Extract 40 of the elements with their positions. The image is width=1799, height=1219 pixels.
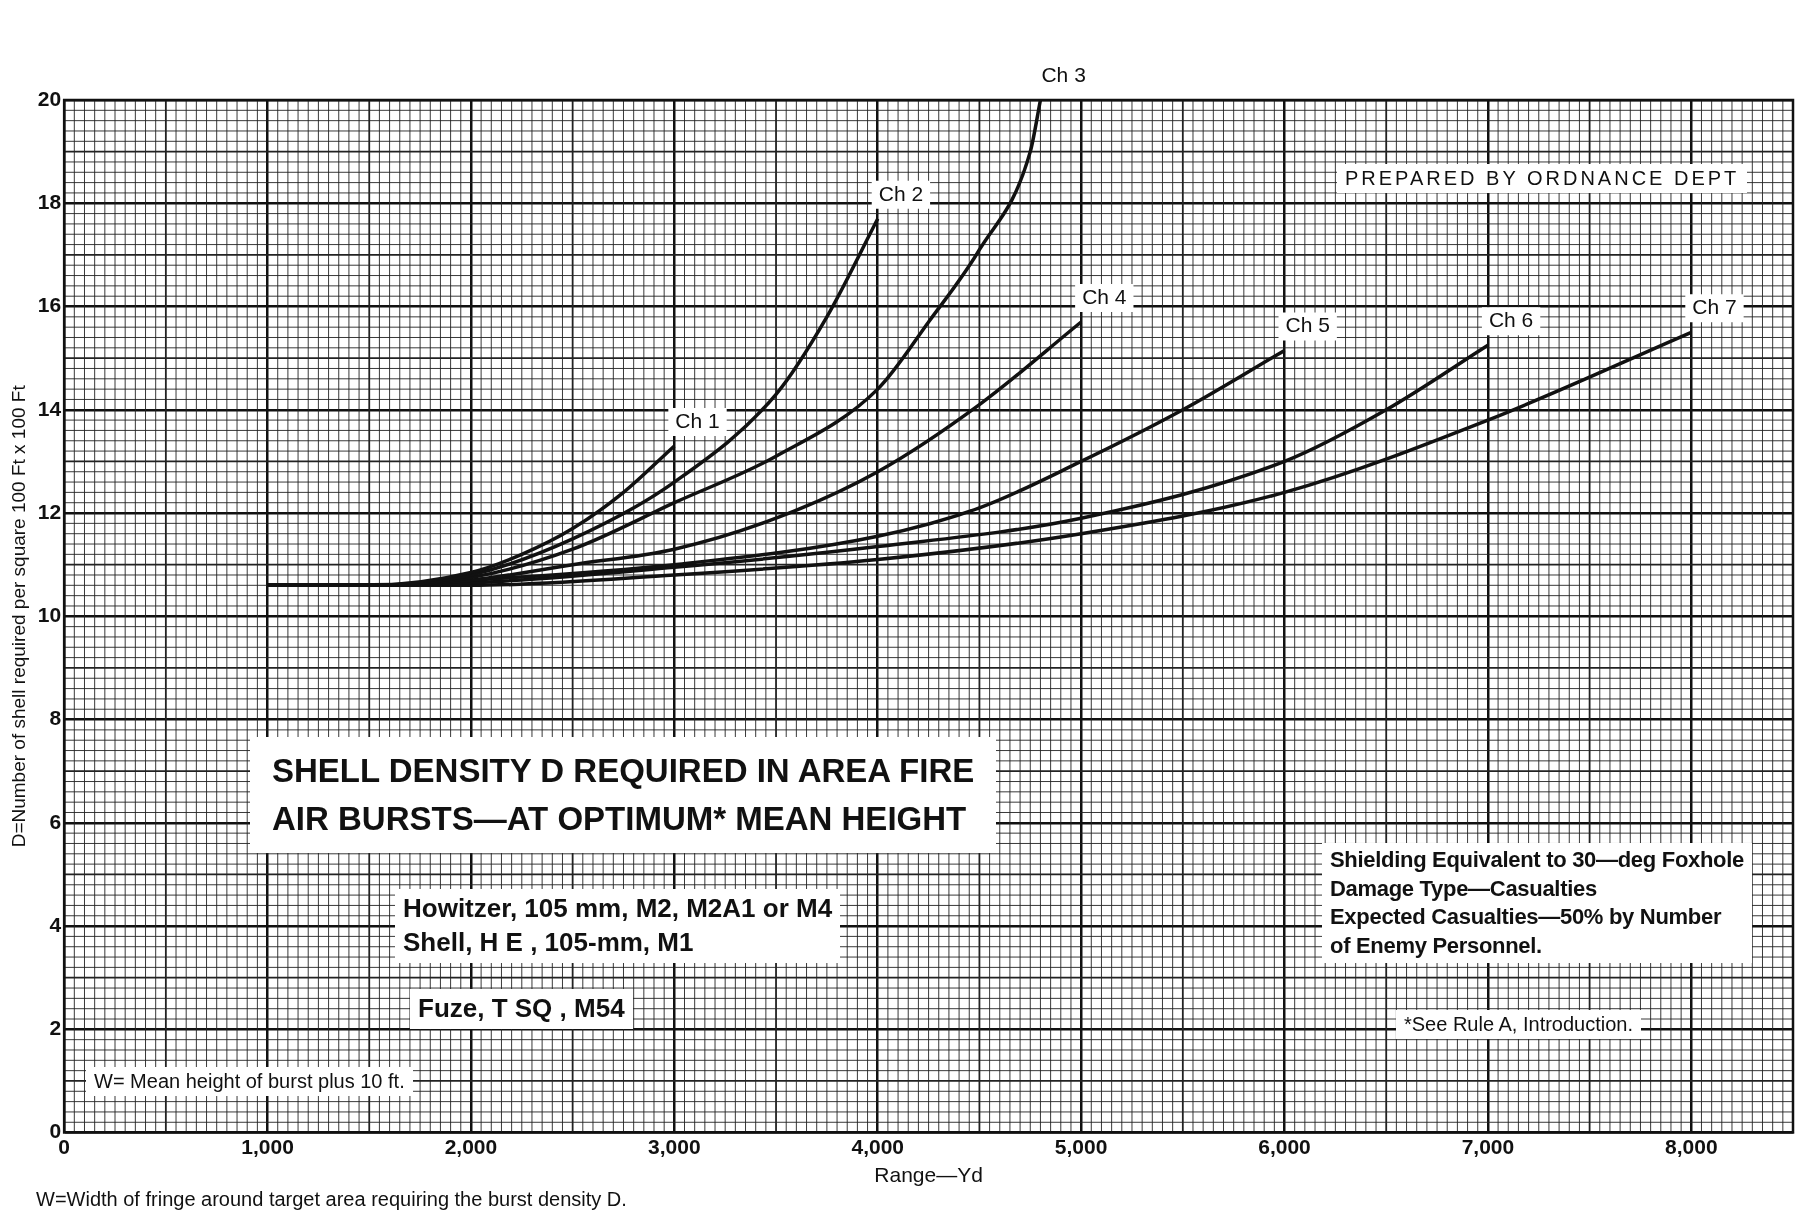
series-label: Ch 3 [1041, 62, 1086, 86]
y-tick-label: 20 [37, 86, 62, 110]
text: SHELL DENSITY D REQUIRED IN AREA FIRE [272, 751, 975, 791]
x-tick-label: 3,000 [648, 1135, 701, 1158]
annotation: PREPARED BY ORDNANCE DEPT [1345, 167, 1740, 190]
annotation: of Enemy Personnel. [1330, 931, 1543, 960]
y-axis-title: D=Number of shell required per square 100 Ft x 100 Ft [7, 384, 29, 848]
text: AIR BURSTS—AT OPTIMUM* MEAN HEIGHT [272, 798, 968, 839]
annotation: Fuze, T SQ , M54 [418, 992, 625, 1025]
y-tick-label: 4 [49, 912, 62, 936]
x-axis-title: Range—Yd [874, 1163, 983, 1187]
annotation: W= Mean height of burst plus 10 ft. [94, 1070, 405, 1093]
x-tick-label: 4,000 [851, 1135, 905, 1158]
y-tick-label: 6 [49, 809, 62, 833]
series-label: Ch 7 [1692, 295, 1737, 319]
series-label: Ch 2 [878, 181, 924, 205]
series-label: Ch 1 [675, 408, 720, 432]
annotation: *See Rule A, Introduction. [1404, 1013, 1634, 1036]
annotation: Howitzer, 105 mm, M2, M2A1 or M4 [403, 892, 833, 925]
y-tick-label: 2 [49, 1016, 62, 1040]
y-tick-label: 10 [37, 603, 62, 627]
series-label: Ch 5 [1285, 313, 1330, 337]
annotation: Expected Casualties—50% by Number [1330, 903, 1723, 932]
annotation: Shielding Equivalent to 30—deg Foxhole [1330, 846, 1744, 874]
x-tick-label: 7,000 [1461, 1135, 1515, 1158]
x-tick-label: 1,000 [241, 1135, 294, 1158]
y-tick-label: 8 [49, 706, 62, 730]
series-label: Ch 4 [1082, 284, 1127, 308]
annotation: Shell, H E , 105-mm, M1 [403, 925, 695, 959]
y-tick-label: 14 [37, 396, 62, 420]
y-tick-label: 12 [37, 499, 62, 523]
text: W=Width of fringe around target area requiring the burst density D. [36, 1188, 627, 1211]
x-tick-label: 6,000 [1258, 1135, 1311, 1158]
x-tick-label: 5,000 [1054, 1135, 1108, 1158]
annotation: Damage Type—Casualties [1330, 874, 1598, 903]
x-tick-label: 2,000 [444, 1135, 498, 1158]
series-label: Ch 6 [1488, 308, 1534, 332]
x-tick-label: 8,000 [1665, 1135, 1718, 1158]
y-tick-label: 16 [37, 293, 62, 317]
y-tick-label: 18 [37, 190, 62, 214]
